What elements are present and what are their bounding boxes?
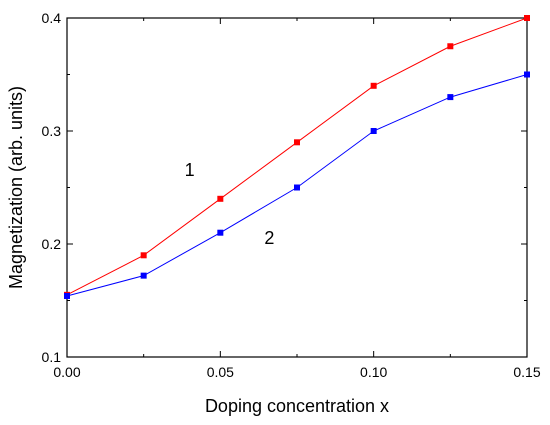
x-tick-label: 0.15 — [513, 364, 540, 380]
series-1-point — [140, 252, 147, 259]
y-tick-label: 0.3 — [42, 123, 62, 139]
series-2-point — [294, 184, 300, 191]
series-2-label: 2 — [264, 228, 274, 248]
y-tick-label: 0.1 — [42, 349, 62, 365]
series-1-label: 1 — [185, 160, 195, 180]
y-tick-label: 0.4 — [42, 10, 62, 26]
series-2-point — [217, 229, 224, 236]
series-1: 1 — [64, 15, 530, 298]
series-1-point — [217, 195, 224, 202]
series-1-point — [524, 15, 530, 21]
series-1-point — [294, 139, 300, 146]
axis-ticks: 0.00 0.05 0.10 0.15 0.1 0.2 0.3 0.4 — [42, 10, 541, 380]
x-tick-label: 0.00 — [53, 364, 80, 380]
series-2-point — [370, 128, 377, 134]
series-1-point — [447, 43, 454, 50]
x-tick-label: 0.05 — [207, 364, 234, 380]
series-2: 2 — [64, 71, 530, 299]
series-1-point — [370, 82, 377, 89]
y-axis-title: Magnetization (arb. units) — [6, 86, 26, 289]
x-tick-label: 0.10 — [360, 364, 387, 380]
series-layer: 12 — [64, 15, 530, 299]
series-2-point — [140, 272, 147, 279]
series-1-line — [66, 17, 528, 296]
series-2-point — [524, 71, 530, 78]
series-2-point — [64, 292, 70, 299]
x-axis-title: Doping concentration x — [205, 396, 389, 416]
series-2-point — [447, 94, 454, 101]
y-tick-label: 0.2 — [42, 236, 62, 252]
